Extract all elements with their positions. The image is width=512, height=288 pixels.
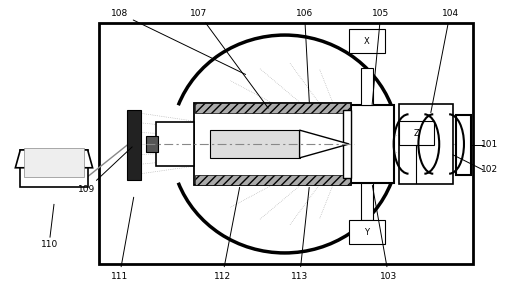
Text: X: X	[364, 37, 370, 46]
Text: Z: Z	[414, 129, 419, 138]
Bar	[98, 23, 473, 264]
Bar	[456, 115, 471, 175]
Text: 113: 113	[291, 187, 309, 281]
Bar	[20, 150, 88, 187]
Bar	[24, 148, 83, 177]
Bar	[361, 183, 373, 220]
Bar	[349, 29, 385, 53]
Bar	[146, 136, 158, 152]
Polygon shape	[300, 130, 349, 158]
Bar	[349, 220, 385, 244]
Text: 112: 112	[214, 187, 240, 281]
Text: 108: 108	[111, 9, 246, 75]
Text: 104: 104	[431, 9, 459, 113]
Text: 105: 105	[372, 9, 390, 105]
Bar	[343, 110, 351, 178]
Bar	[399, 121, 434, 145]
Bar	[195, 103, 350, 113]
Bar	[195, 175, 350, 185]
Text: 110: 110	[41, 240, 59, 249]
Text: 101: 101	[481, 141, 498, 149]
Bar	[361, 68, 373, 105]
Bar	[351, 105, 394, 183]
Text: 111: 111	[111, 197, 134, 281]
Bar	[127, 110, 141, 180]
Text: 107: 107	[190, 9, 268, 108]
Text: 106: 106	[296, 9, 313, 103]
Polygon shape	[15, 150, 93, 168]
Bar	[194, 103, 351, 185]
Text: 109: 109	[78, 147, 132, 194]
Bar	[399, 104, 453, 184]
Bar	[210, 130, 300, 158]
Text: 102: 102	[481, 165, 498, 174]
Text: 103: 103	[372, 185, 397, 281]
Text: Y: Y	[365, 228, 370, 237]
Bar	[156, 122, 194, 166]
